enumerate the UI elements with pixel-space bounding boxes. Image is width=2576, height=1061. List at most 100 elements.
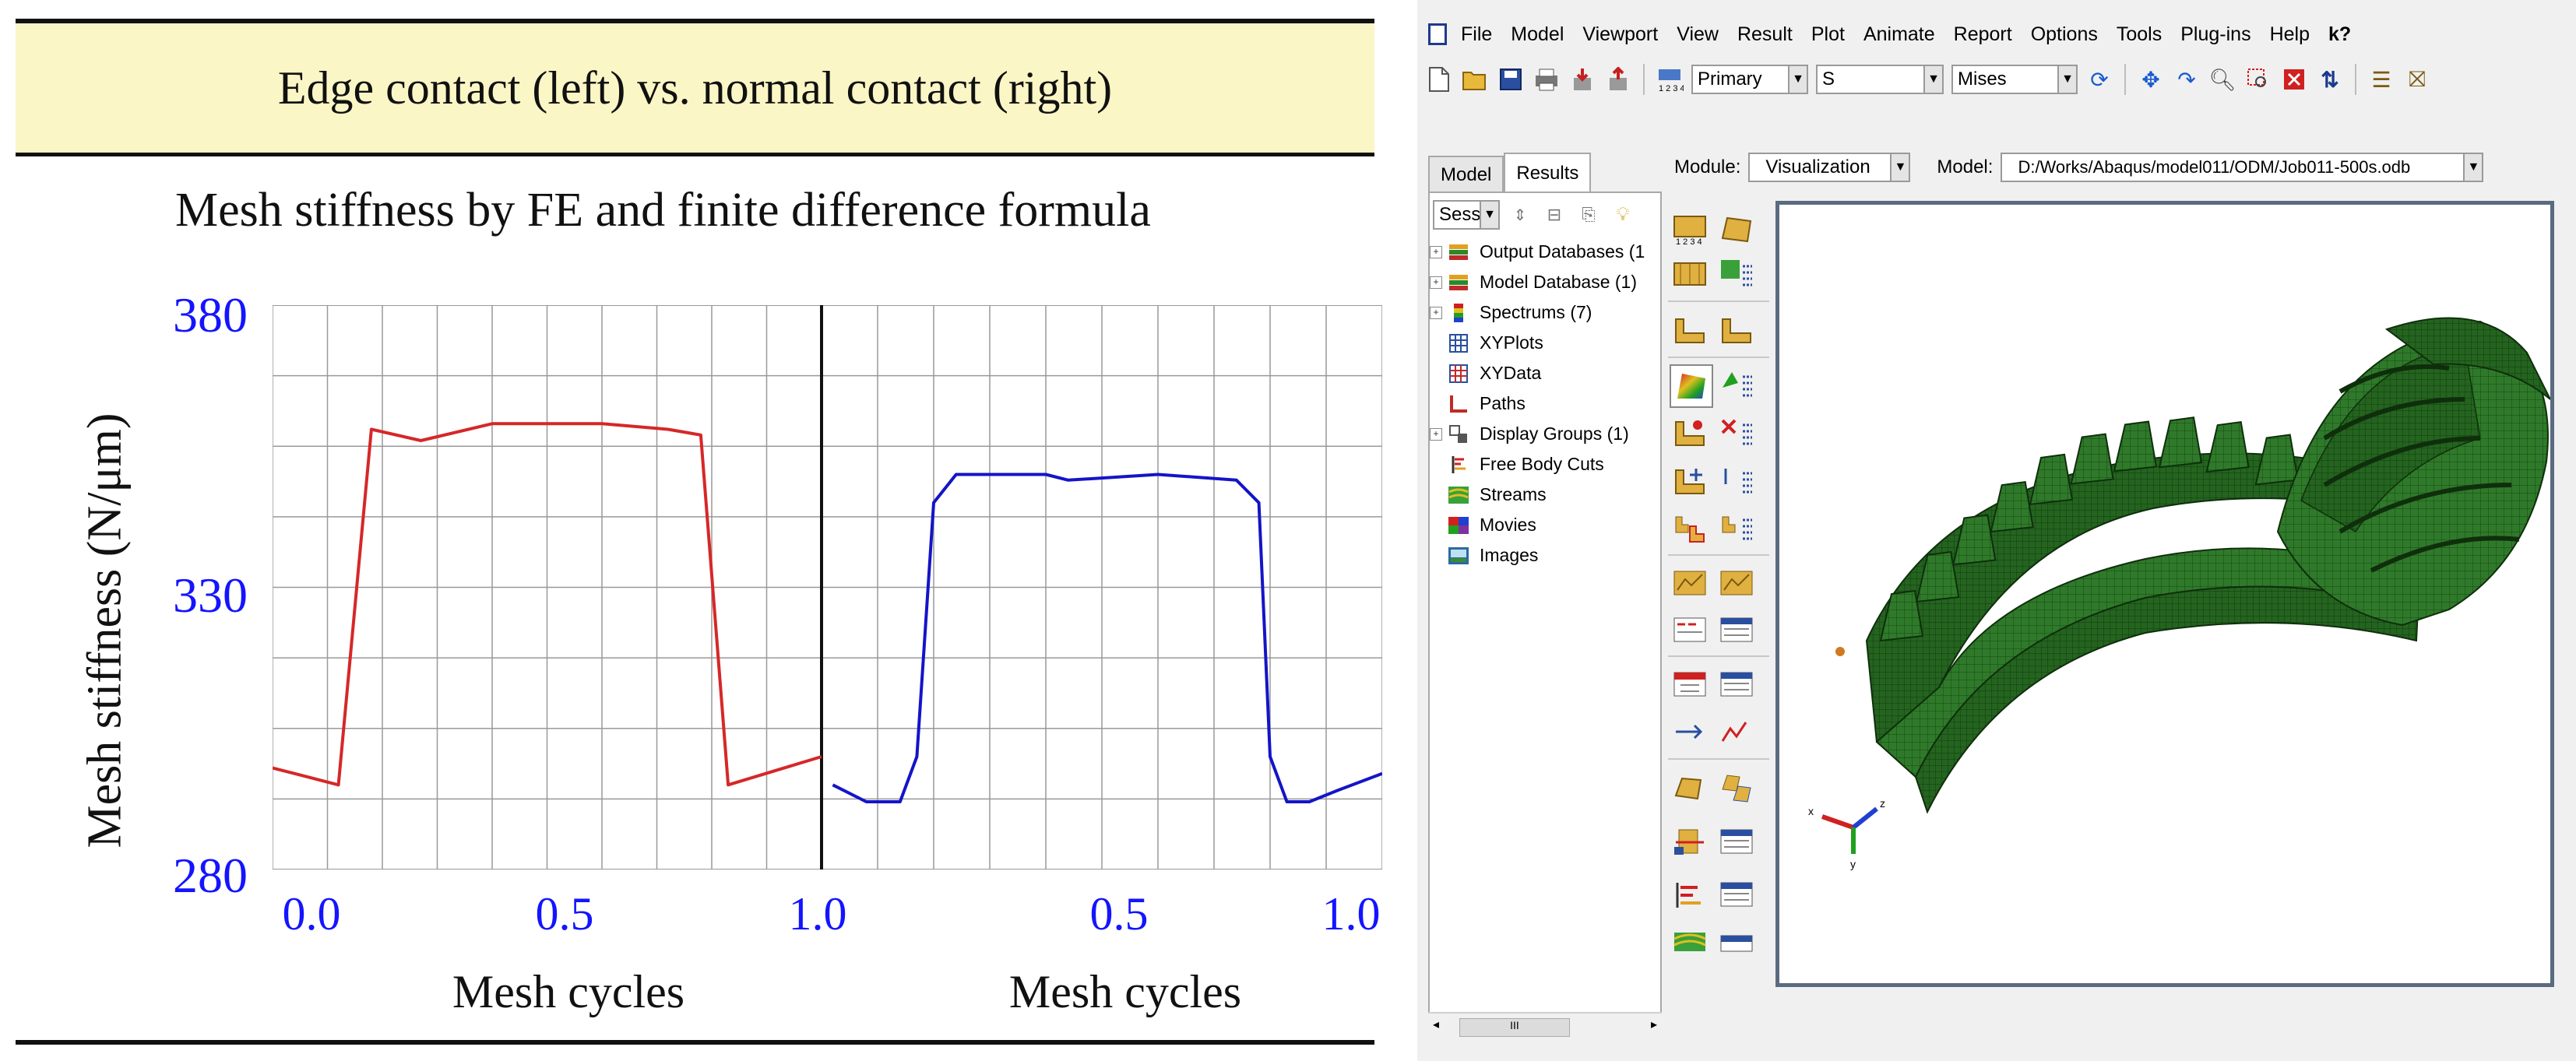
menu-options[interactable]: Options [2030,23,2098,45]
step-frame-icon[interactable]: 1 2 3 4 [1656,65,1684,93]
menu-animate[interactable]: Animate [1863,23,1935,45]
import-icon[interactable] [1568,65,1596,93]
box-zoom-icon[interactable] [2244,65,2272,93]
tree-item[interactable]: Paths [1430,388,1660,419]
zoom-icon[interactable]: 🔍︎ [2208,67,2236,92]
tree-horizontal-scrollbar[interactable]: ◂ III ▸ [1428,1012,1662,1040]
tree-item[interactable]: + Output Databases (1 [1430,237,1660,267]
plot-contours-icon[interactable] [1670,254,1710,294]
material-orientation-icon[interactable] [1670,461,1710,501]
animation-options-icon[interactable] [1716,508,1757,548]
tree-item[interactable]: Movies [1430,510,1660,540]
xy-data-icon[interactable] [1670,665,1710,705]
tree-tabs: Model Results [1428,153,1592,193]
plot-deformed-icon[interactable] [1716,210,1757,251]
expand-icon[interactable]: + [1430,306,1442,319]
tab-results[interactable]: Results [1504,153,1592,193]
contour-options-icon[interactable] [1716,364,1757,405]
stream-icon[interactable] [1670,920,1710,961]
expand-icon[interactable]: + [1430,276,1442,289]
lightbulb-icon[interactable]: 💡︎ [1616,204,1630,225]
filter-icon[interactable]: ⎘ [1582,205,1596,224]
up-down-icon[interactable]: ⇕ [1513,206,1527,224]
query-icon[interactable] [1670,610,1710,651]
tree-item[interactable]: Images [1430,540,1660,571]
menu-context-help[interactable]: k? [2328,23,2352,45]
xy-plot-icon[interactable] [1716,711,1757,752]
auto-fit-icon[interactable] [2280,65,2308,93]
menu-plot[interactable]: Plot [1811,23,1845,45]
plot-options-icon[interactable] [1716,254,1757,294]
tree-item[interactable]: Free Body Cuts [1430,449,1660,480]
time-history-icon[interactable] [1670,564,1710,604]
session-select[interactable]: Sessio ▼ [1433,200,1500,230]
flip-icon[interactable]: ⇅ [2321,67,2339,92]
invariant-select[interactable]: Mises ▼ [1951,65,2078,94]
tree-item[interactable]: Streams [1430,480,1660,510]
chevron-down-icon: ▼ [2463,154,2483,181]
free-body-manager-icon[interactable] [1716,875,1757,915]
module-select[interactable]: Visualization ▼ [1748,153,1911,182]
menu-view[interactable]: View [1677,23,1719,45]
symbol-plot-icon[interactable] [1670,413,1710,453]
display-group-manager-icon[interactable] [1716,768,1757,808]
menu-report[interactable]: Report [1953,23,2012,45]
path-arrow-icon[interactable] [1670,711,1710,752]
view-cut-manager-icon[interactable] [1716,822,1757,863]
expand-icon[interactable]: + [1430,245,1442,258]
scroll-right-icon[interactable]: ▸ [1650,1018,1657,1031]
orientation-options-icon[interactable] [1716,461,1757,501]
scroll-thumb[interactable]: III [1459,1018,1570,1037]
pan-icon[interactable]: ✥ [2141,67,2160,92]
free-body-icon[interactable] [1670,875,1710,915]
scroll-left-icon[interactable]: ◂ [1433,1018,1440,1031]
app-icon[interactable] [1428,23,1447,45]
expand-icon[interactable]: + [1430,427,1442,441]
menu-result[interactable]: Result [1737,23,1793,45]
menu-model[interactable]: Model [1511,23,1564,45]
variable-select[interactable]: S ▼ [1816,65,1944,94]
y-tick-label: 330 [173,567,248,623]
save-icon[interactable] [1497,65,1525,93]
tab-model[interactable]: Model [1428,156,1504,193]
view-cut-icon[interactable] [1670,822,1710,863]
menu-file[interactable]: File [1461,23,1493,45]
menu-viewport[interactable]: Viewport [1582,23,1659,45]
menu-plugins[interactable]: Plug-ins [2180,23,2251,45]
menu-tools[interactable]: Tools [2116,23,2163,45]
contour-plot-icon[interactable] [1670,364,1713,408]
tree-item[interactable]: + Spectrums (7) [1430,297,1660,328]
tree-item[interactable]: XYData [1430,358,1660,388]
refresh-icon[interactable]: ⟳ [2090,67,2109,92]
report-icon[interactable] [1716,610,1757,651]
plot-material-icon[interactable] [1716,310,1757,350]
model-select[interactable]: D:/Works/Abaqus/model011/ODM/Job011-500s… [2001,153,2484,182]
new-file-icon[interactable] [1425,65,1453,93]
scale-factor-icon[interactable] [1716,564,1757,604]
viewport[interactable]: x z y [1775,201,2554,987]
stream-manager-icon[interactable] [1716,920,1757,961]
open-folder-icon[interactable] [1461,65,1489,93]
plot-undeformed-icon[interactable]: 1 2 3 4 [1670,210,1710,251]
view-front-icon[interactable]: ☰ [2371,67,2391,92]
symbol-options-icon[interactable] [1716,413,1757,453]
xy-manager-icon[interactable] [1716,665,1757,705]
collapse-icon[interactable]: ⊟ [1547,205,1562,224]
tree-item-label: Spectrums (7) [1480,302,1592,322]
model-select-value: D:/Works/Abaqus/model011/ODM/Job011-500s… [2018,157,2411,177]
rotate-icon[interactable]: ↷ [2177,67,2196,92]
plot-symbols-icon[interactable] [1670,310,1710,350]
animate-icon[interactable] [1670,508,1710,548]
display-group-create-icon[interactable] [1670,768,1710,808]
export-icon[interactable] [1604,65,1632,93]
tree-item-label: Images [1480,545,1539,565]
triad-y-label: y [1850,858,1856,870]
tree-item[interactable]: XYPlots [1430,328,1660,358]
tree-item[interactable]: + Display Groups (1) [1430,419,1660,449]
view-iso-icon[interactable]: ⛝ [2409,66,2426,91]
print-icon[interactable] [1533,65,1561,93]
menu-help[interactable]: Help [2269,23,2310,45]
step-select[interactable]: Primary ▼ [1691,65,1808,94]
toolbar-separator [1643,64,1645,95]
tree-item[interactable]: + Model Database (1) [1430,267,1660,297]
